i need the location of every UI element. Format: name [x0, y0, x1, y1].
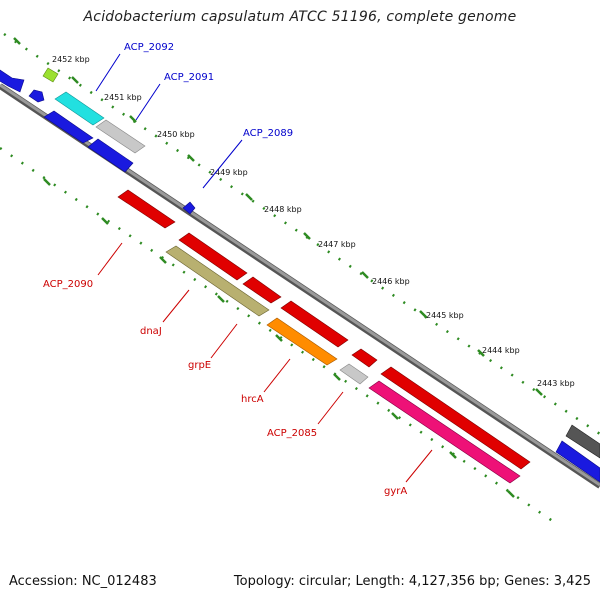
- gene-feature[interactable]: [368, 380, 521, 484]
- forward-features: [0, 67, 600, 483]
- gene-label-acp-2092[interactable]: ACP_2092: [124, 42, 174, 53]
- tick-label: 2450 kbp: [157, 130, 195, 139]
- tick-label: 2444 kbp: [482, 346, 520, 355]
- gene-feature[interactable]: [565, 424, 600, 459]
- gene-label-acp-2089[interactable]: ACP_2089: [243, 128, 293, 139]
- gene-feature[interactable]: [266, 317, 338, 366]
- tick-label: 2446 kbp: [372, 277, 410, 286]
- gene-feature[interactable]: [555, 440, 600, 483]
- gene-label-acp-2090[interactable]: ACP_2090: [43, 279, 93, 290]
- gene-feature[interactable]: [0, 69, 25, 93]
- gene-label-gyra[interactable]: gyrA: [384, 486, 407, 497]
- gene-feature[interactable]: [242, 276, 282, 304]
- gene-feature[interactable]: [117, 189, 176, 229]
- gene-feature[interactable]: [54, 91, 105, 126]
- outer-tick-marks: [13, 37, 543, 396]
- reverse-label-leaders: [97, 242, 433, 483]
- inner-tick-marks: [43, 178, 515, 498]
- gene-feature[interactable]: [178, 232, 248, 281]
- tick-label: 2448 kbp: [264, 205, 302, 214]
- gene-feature[interactable]: [380, 366, 531, 470]
- gene-feature[interactable]: [43, 110, 94, 144]
- gene-feature[interactable]: [280, 300, 349, 348]
- reverse-features: [117, 189, 531, 484]
- gene-label-acp-2091[interactable]: ACP_2091: [164, 72, 214, 83]
- reverse-gene-labels: ACP_2090 dnaJ grpE hrcA ACP_2085 gyrA: [43, 279, 407, 497]
- accession-label: Accession: NC_012483: [9, 574, 157, 589]
- gene-label-hrca[interactable]: hrcA: [241, 394, 264, 405]
- forward-label-leaders: [95, 53, 243, 189]
- gene-feature[interactable]: [339, 363, 369, 385]
- tick-label: 2443 kbp: [537, 379, 575, 388]
- gene-feature[interactable]: [95, 119, 146, 154]
- gene-feature[interactable]: [351, 348, 378, 368]
- tick-label: 2451 kbp: [104, 93, 142, 102]
- gene-label-grpe[interactable]: grpE: [188, 360, 211, 371]
- gene-feature[interactable]: [182, 201, 196, 215]
- genome-summary: Topology: circular; Length: 4,127,356 bp…: [233, 574, 591, 589]
- tick-label: 2447 kbp: [318, 240, 356, 249]
- gene-feature[interactable]: [87, 138, 134, 173]
- gene-feature[interactable]: [42, 67, 59, 83]
- forward-gene-labels: ACP_2092 ACP_2091 ACP_2089: [124, 42, 293, 139]
- scale-tick-labels: 2452 kbp 2451 kbp 2450 kbp 2449 kbp 2448…: [52, 55, 575, 388]
- gene-label-dnaj[interactable]: dnaJ: [140, 326, 162, 337]
- outer-dotted-track: [3, 32, 600, 436]
- tick-label: 2449 kbp: [210, 168, 248, 177]
- gene-feature[interactable]: [165, 245, 270, 317]
- tick-label: 2452 kbp: [52, 55, 90, 64]
- gene-feature[interactable]: [28, 89, 45, 103]
- tick-label: 2445 kbp: [426, 311, 464, 320]
- map-title: Acidobacterium capsulatum ATCC 51196, co…: [83, 9, 517, 25]
- gene-label-acp-2085[interactable]: ACP_2085: [267, 428, 317, 439]
